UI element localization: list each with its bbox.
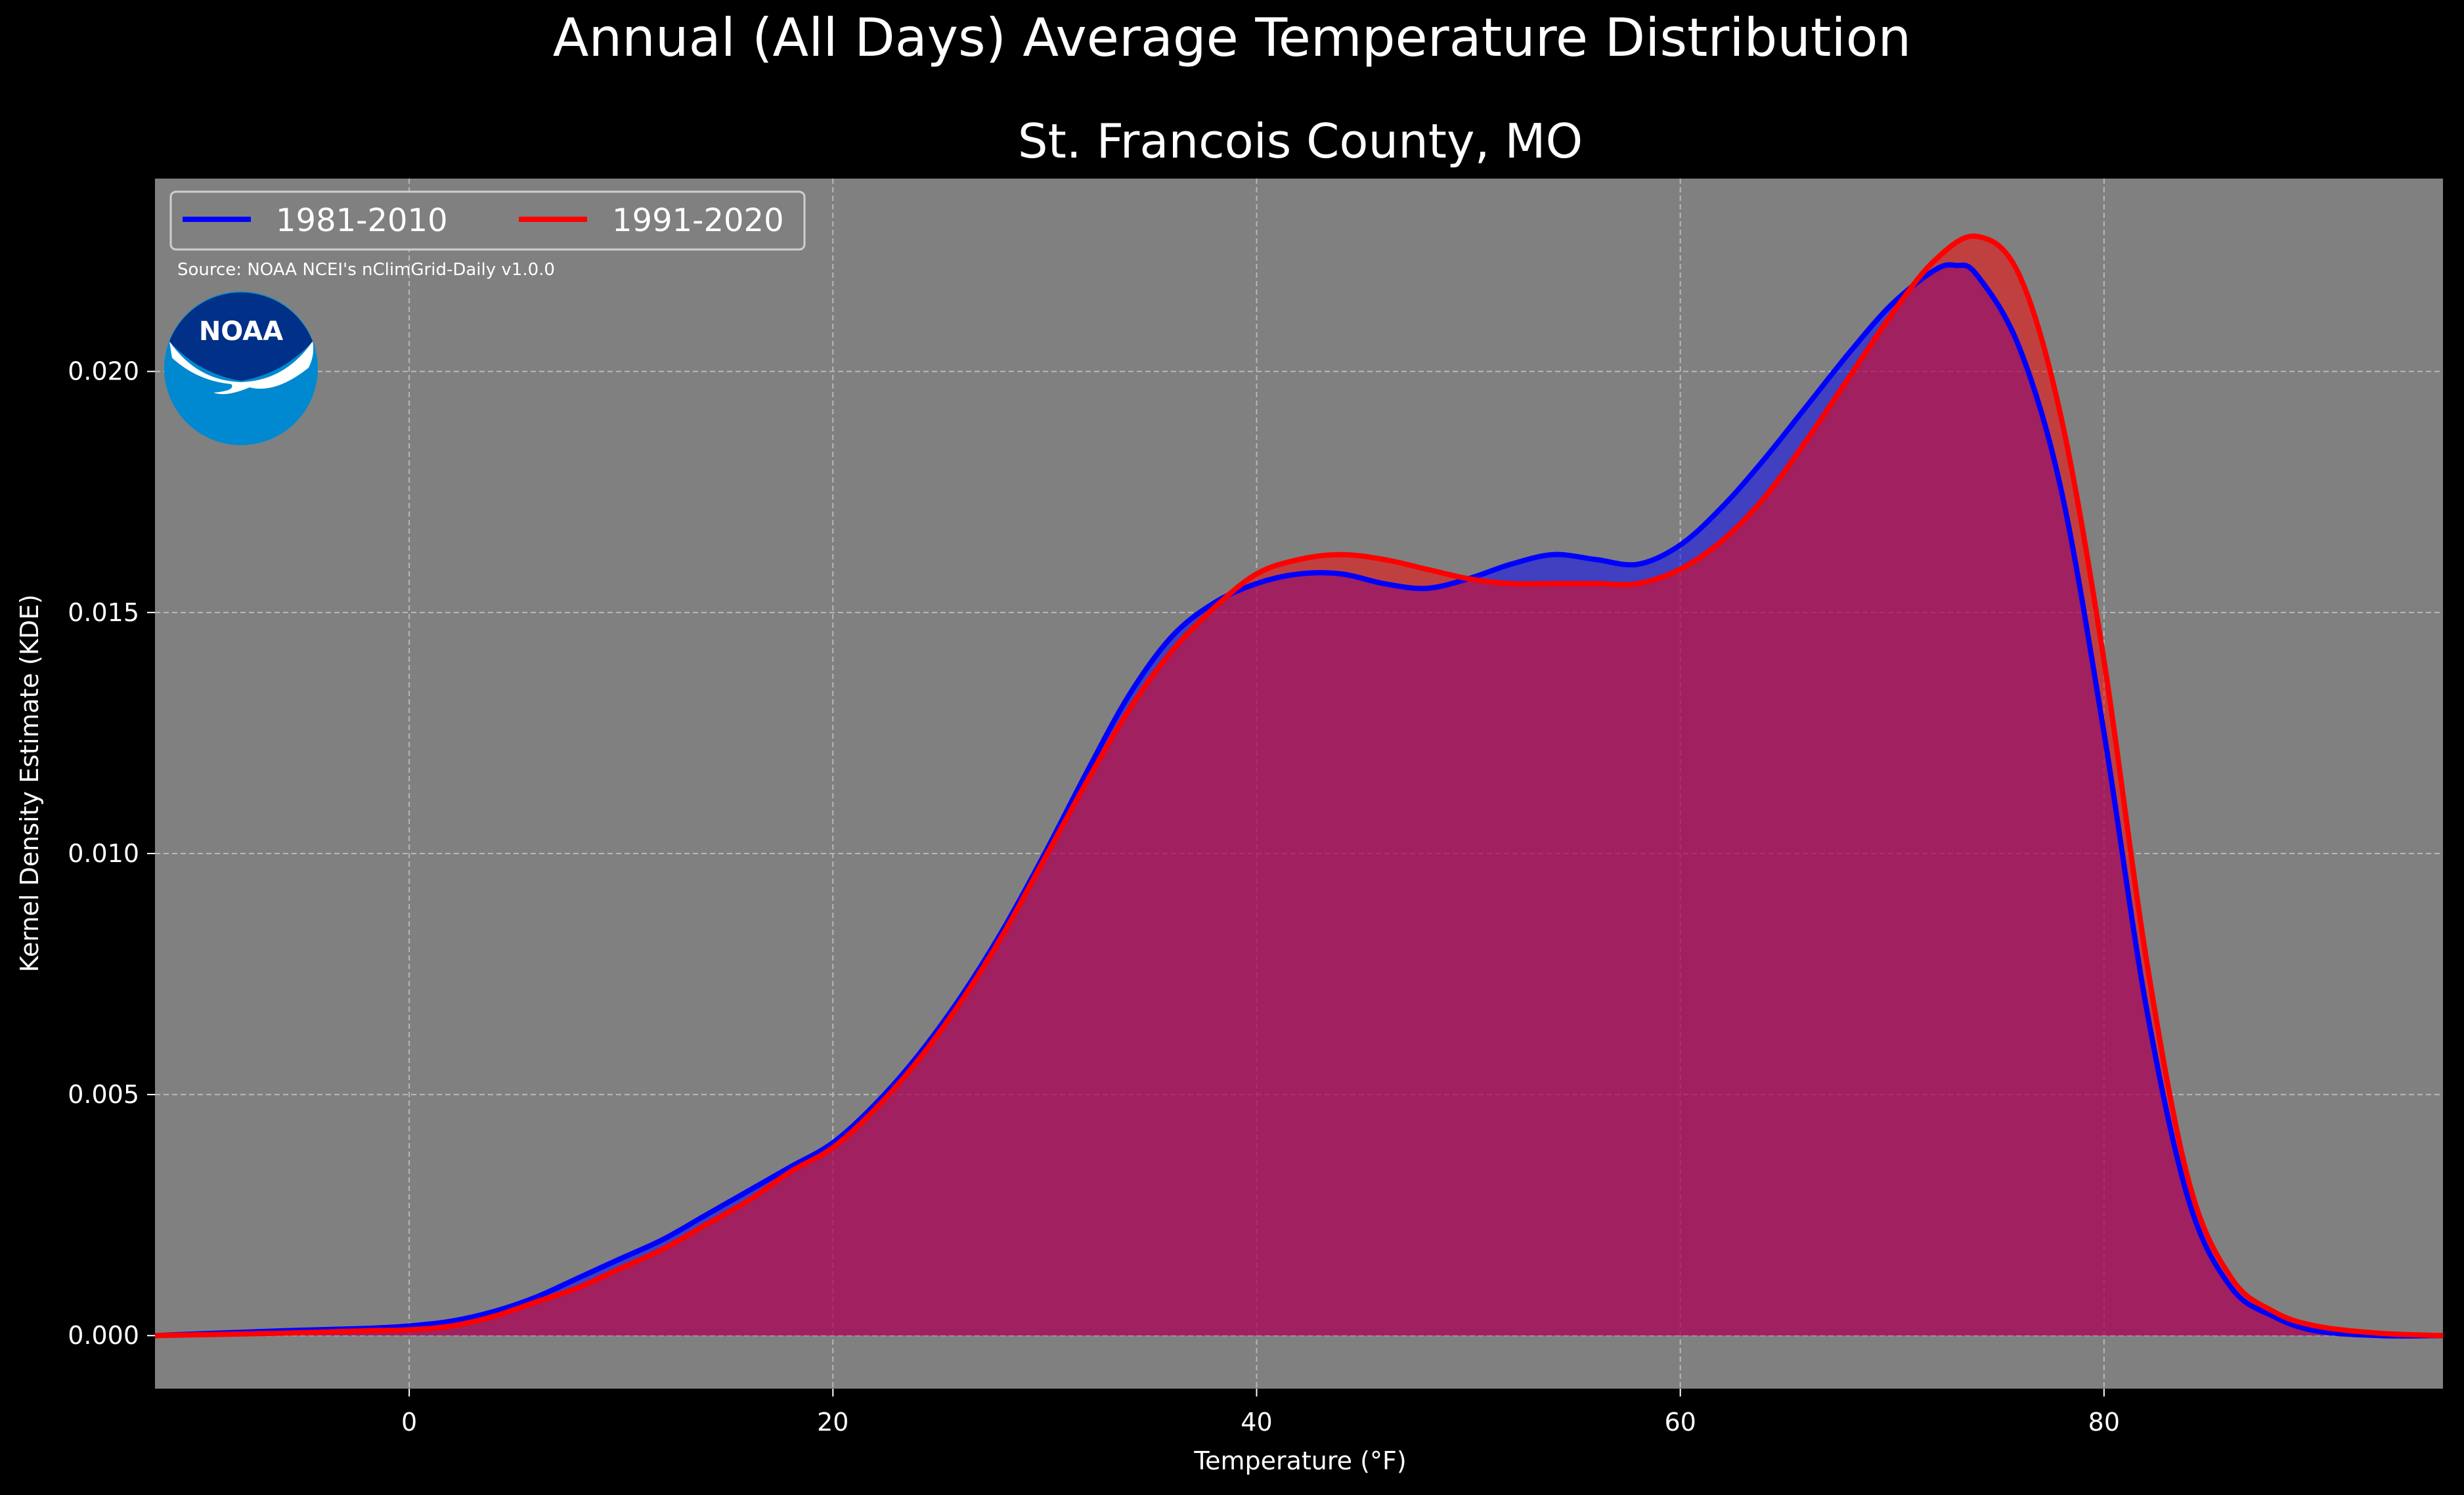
y-tick-label: 0.000	[68, 1321, 139, 1350]
noaa-logo-top	[169, 292, 313, 381]
x-tick-label: 60	[1664, 1408, 1696, 1437]
x-axis-label: Temperature (°F)	[1193, 1446, 1406, 1475]
x-axis-ticks: 0 20 40 60 80	[401, 1389, 2120, 1437]
legend-box	[169, 190, 806, 251]
density-areas	[155, 236, 2443, 1336]
density-lines	[154, 233, 2444, 1339]
x-tick-label: 0	[401, 1408, 417, 1437]
y-tick-label: 0.015	[68, 598, 139, 627]
y-tick-label: 0.010	[68, 839, 139, 868]
source-note: Source: NOAA NCEI's nClimGrid-Daily v1.0…	[177, 260, 555, 280]
y-tick-label: 0.005	[68, 1080, 139, 1109]
line-1981-2010	[154, 262, 2444, 1339]
y-axis-label: Kernel Density Estimate (KDE)	[15, 594, 44, 972]
y-tick-label: 0.020	[68, 357, 139, 386]
noaa-logo: NOAA	[164, 292, 318, 445]
x-tick-label: 40	[1241, 1408, 1272, 1437]
noaa-logo-bird-icon	[169, 341, 314, 395]
chart-title: St. Francois County, MO	[1018, 114, 1583, 169]
x-tick-label: 80	[2088, 1408, 2120, 1437]
legend: 1981-2010 1991-2020	[169, 190, 806, 251]
legend-label-1981-2010: 1981-2010	[276, 202, 448, 239]
suptitle: Annual (All Days) Average Temperature Di…	[553, 7, 1911, 68]
x-tick-label: 20	[817, 1408, 848, 1437]
legend-label-1991-2020: 1991-2020	[612, 202, 784, 239]
noaa-logo-text: NOAA	[199, 316, 283, 347]
line-1991-2020	[154, 233, 2444, 1339]
y-axis-ticks: 0.000 0.005 0.010 0.015 0.020	[68, 357, 155, 1350]
area-1991-2020	[155, 236, 2443, 1336]
